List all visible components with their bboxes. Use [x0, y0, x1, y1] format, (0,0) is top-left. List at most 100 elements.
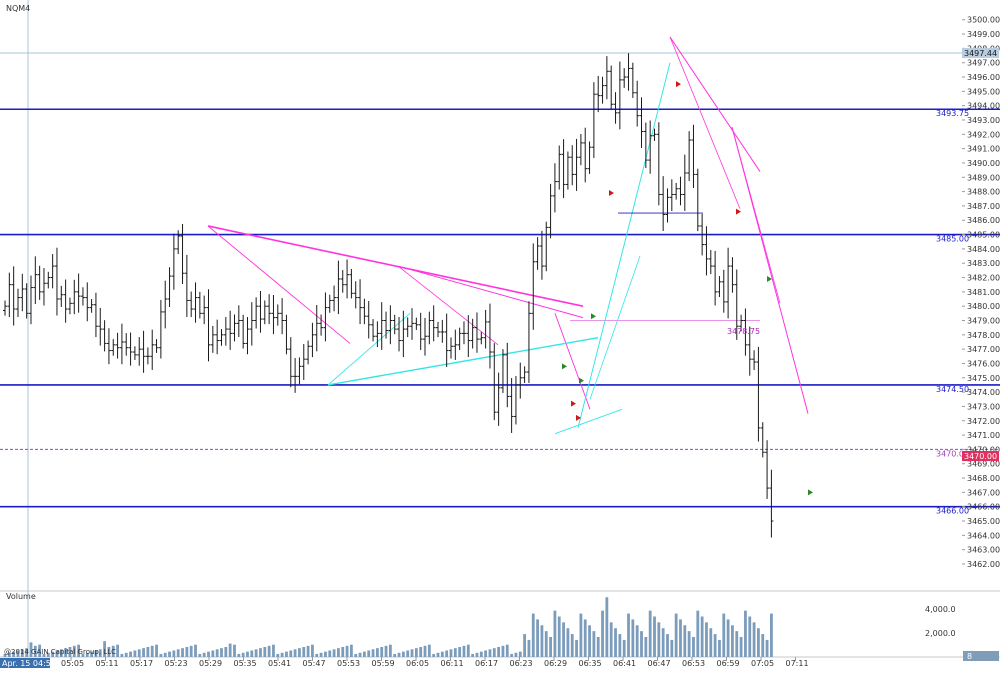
price-tick-label: 3488.00	[967, 188, 1000, 197]
copyright-text: @2014 GAIN Capital Group, LLC	[4, 648, 116, 656]
ohlc-bar	[474, 312, 479, 353]
ohlc-bar	[137, 337, 142, 366]
price-tick-label: 3470.00	[967, 445, 1000, 454]
ohlc-bar	[93, 292, 98, 338]
ohlc-bar	[154, 339, 159, 353]
price-tick-label: 3469.00	[967, 460, 1000, 469]
ohlc-bar	[171, 233, 176, 290]
ohlc-bar	[544, 221, 549, 272]
volume-bar	[683, 625, 687, 657]
ohlc-bar	[141, 330, 146, 373]
price-tick-label: 3499.00	[967, 30, 1000, 39]
volume-bar	[492, 648, 496, 657]
ohlc-bar	[557, 145, 562, 190]
time-tick-label: 05:47	[303, 659, 326, 668]
volume-bar	[228, 643, 232, 657]
ohlc-bar	[765, 440, 770, 499]
volume-bar	[661, 628, 665, 657]
ohlc-bar	[531, 243, 536, 330]
volume-bar	[731, 625, 734, 657]
ohlc-bar	[769, 469, 774, 538]
volume-bar	[94, 650, 98, 657]
ohlc-bar	[583, 127, 588, 183]
volume-bar	[380, 646, 384, 657]
volume-bar	[527, 639, 531, 657]
volume-bar	[224, 646, 228, 657]
ohlc-bar	[345, 259, 350, 299]
volume-last-badge	[963, 651, 999, 661]
volume-bar	[622, 639, 626, 657]
volume-bar	[362, 651, 366, 657]
volume-bar	[51, 651, 55, 657]
ohlc-bar	[323, 292, 328, 342]
trendline	[397, 265, 499, 346]
time-tick-label: 07:05	[751, 659, 774, 668]
ohlc-bar	[63, 279, 68, 323]
volume-bar	[142, 648, 145, 657]
signal-marker	[562, 363, 567, 370]
price-tick-label: 3484.00	[967, 245, 1000, 254]
time-tick-label: 06:05	[406, 659, 429, 668]
ohlc-bar	[630, 62, 635, 98]
ohlc-bar	[526, 301, 531, 383]
volume-bar	[466, 644, 470, 657]
volume-bar	[674, 613, 678, 657]
ohlc-bar	[721, 269, 726, 313]
ohlc-bar	[578, 134, 583, 166]
time-tick-label: 06:11	[441, 659, 464, 668]
ohlc-bar	[596, 75, 601, 113]
volume-bar	[146, 646, 150, 657]
volume-bar	[713, 634, 717, 657]
ohlc-bar	[626, 53, 631, 91]
price-level-label: 3493.75	[936, 109, 969, 118]
volume-bar	[306, 645, 310, 657]
volume-bar	[33, 645, 37, 657]
volume-bar	[220, 648, 223, 657]
volume-bar	[189, 645, 193, 657]
volume-bar	[436, 652, 440, 657]
volume-bar	[272, 644, 275, 657]
ohlc-bar	[574, 138, 579, 191]
ohlc-bar	[500, 349, 505, 393]
ohlc-bar	[80, 287, 85, 306]
volume-bar	[159, 653, 163, 657]
volume-bar	[111, 645, 115, 657]
ohlc-bar	[561, 139, 566, 199]
volume-bar	[696, 610, 700, 657]
volume-bar	[423, 645, 427, 657]
volume-bar	[705, 622, 708, 657]
volume-bar	[90, 651, 93, 657]
time-tick-label: 06:59	[717, 659, 740, 668]
volume-bar	[337, 648, 340, 657]
ohlc-bar	[280, 298, 285, 335]
time-tick-label: 05:35	[234, 659, 257, 668]
volume-bar	[583, 619, 587, 657]
ohlc-bar	[461, 321, 466, 345]
volume-bar	[133, 650, 137, 657]
price-tick-label: 3471.00	[967, 431, 1000, 440]
signal-marker	[736, 208, 741, 215]
price-annotation: 3478.75	[727, 327, 760, 336]
volume-bar	[211, 650, 215, 657]
ohlc-bar	[591, 82, 596, 159]
ohlc-bar	[163, 280, 168, 329]
volume-bar	[215, 649, 219, 657]
ohlc-bar	[604, 56, 609, 100]
price-tick-label: 3479.00	[967, 316, 1000, 325]
volume-bar	[202, 652, 206, 657]
ohlc-bar	[643, 122, 648, 169]
ohlc-bar	[119, 323, 124, 365]
volume-bar	[432, 653, 436, 657]
signal-marker	[591, 313, 596, 320]
volume-bar	[267, 645, 271, 657]
ohlc-bar	[552, 163, 557, 213]
ohlc-bar	[158, 299, 163, 359]
ohlc-bar	[622, 68, 627, 88]
ohlc-bar	[189, 291, 194, 318]
ohlc-bar	[336, 260, 341, 315]
trendline	[207, 225, 584, 307]
volume-bar	[440, 651, 444, 657]
price-tick-label: 3494.00	[967, 102, 1000, 111]
time-tick-label: 05:59	[372, 659, 395, 668]
volume-bar	[497, 646, 501, 657]
